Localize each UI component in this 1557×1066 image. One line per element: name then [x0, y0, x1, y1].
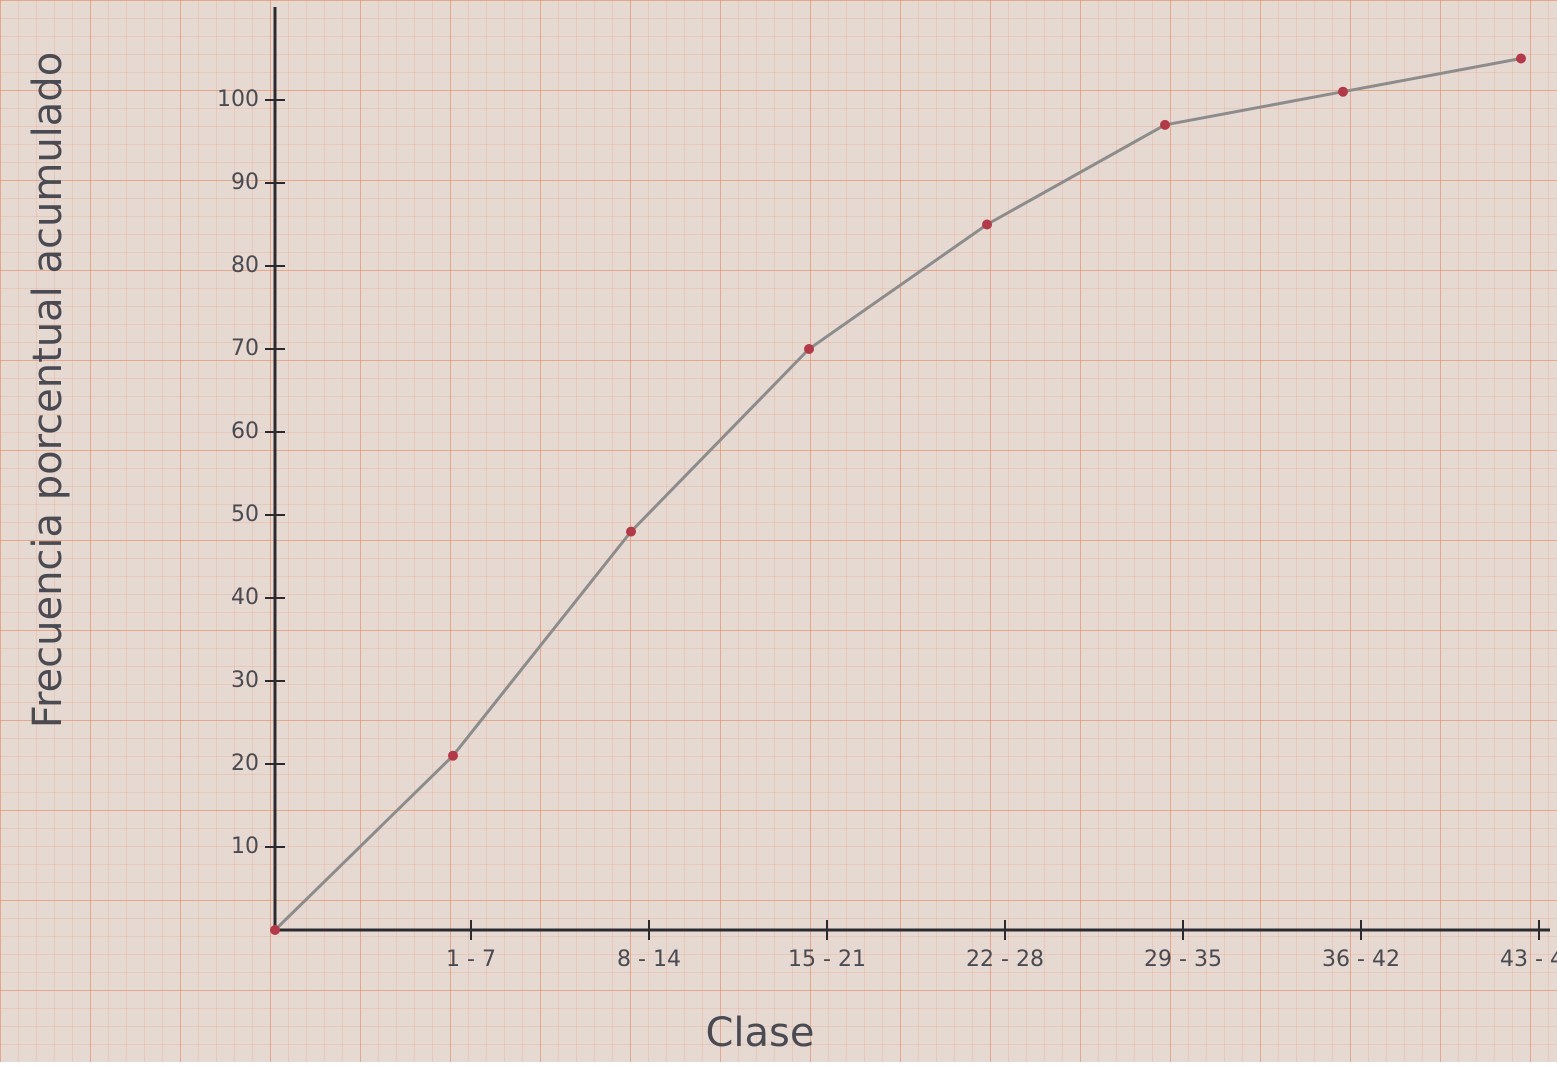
x-tick-label: 8 - 14 — [617, 947, 681, 972]
point — [982, 219, 992, 230]
y-tick-label: 60 — [231, 419, 259, 444]
x-tick-label: 29 - 35 — [1144, 947, 1222, 972]
x-tick-label: 36 - 42 — [1322, 947, 1400, 972]
y-tick-label: 90 — [231, 170, 259, 195]
x-tick-label: 15 - 21 — [788, 947, 866, 972]
x-tick-label: 1 - 7 — [446, 947, 496, 972]
point — [270, 925, 280, 935]
y-tick-label: 70 — [231, 336, 259, 361]
y-tick-label: 80 — [231, 253, 259, 278]
y-tick-label: 30 — [231, 668, 259, 693]
point — [626, 526, 636, 537]
y-tick-label: 20 — [231, 751, 259, 776]
y-axis-title: Frecuencia porcentual acumulado — [25, 52, 71, 728]
point — [1160, 119, 1170, 130]
point — [804, 344, 814, 354]
y-tick-label: 100 — [217, 87, 259, 112]
x-tick-label: 22 - 28 — [966, 947, 1044, 972]
y-tick-label: 10 — [231, 834, 259, 859]
point — [448, 750, 458, 761]
point — [1338, 86, 1348, 97]
line — [273, 57, 1522, 932]
x-tick-label: 43 - 48 — [1500, 947, 1557, 972]
x-axis-title: Clase — [705, 1010, 814, 1056]
y-tick-label: 50 — [231, 502, 259, 527]
y-tick-label: 40 — [231, 585, 259, 610]
point — [1516, 53, 1526, 64]
